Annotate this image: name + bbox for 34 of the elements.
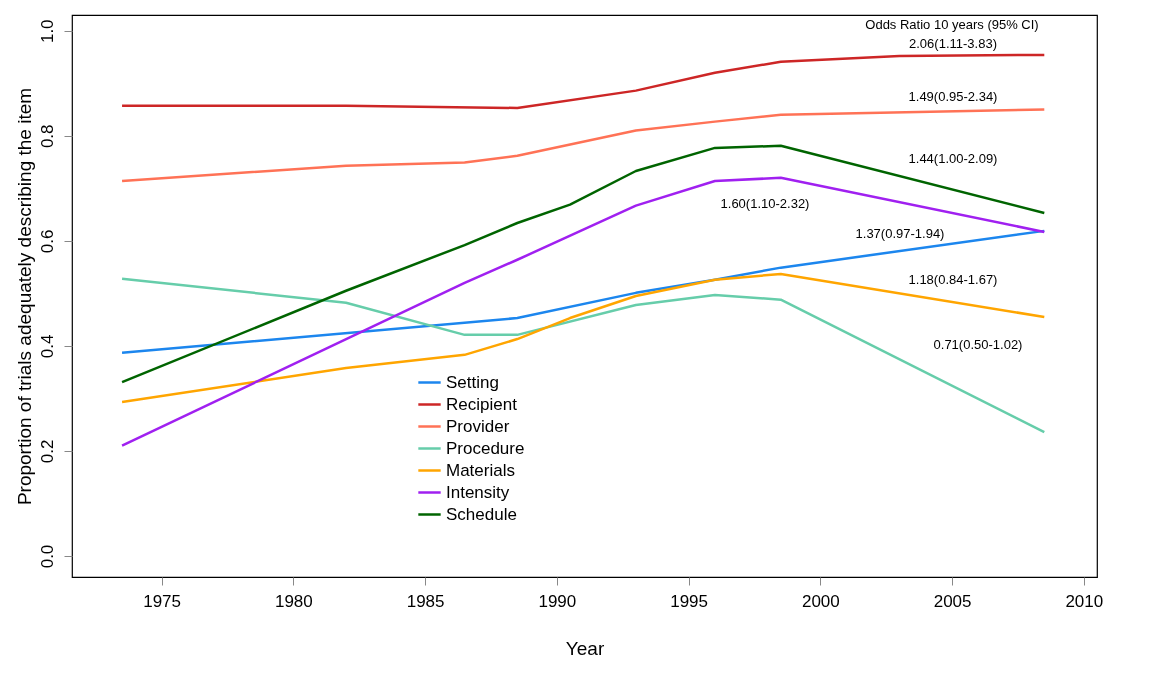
legend-label: Schedule [446,504,517,524]
annotation: Odds Ratio 10 years (95% CI) [865,17,1039,32]
x-tick-label: 1975 [143,591,181,611]
x-tick-label: 2005 [933,591,972,611]
y-tick-label: 1.0 [37,19,57,44]
y-tick-label: 0.0 [37,544,57,569]
y-tick-label: 0.2 [37,439,57,464]
x-tick-label: 2000 [801,591,840,611]
legend-label: Recipient [446,394,518,414]
x-tick-label: 1995 [670,591,708,611]
annotation: 1.44(1.00-2.09) [908,151,998,166]
annotation: 0.71(0.50-1.02) [933,337,1023,352]
line-series [120,53,1046,110]
annotation: 1.60(1.10-2.32) [720,196,810,211]
legend-label: Procedure [446,438,525,458]
y-axis-title: Proportion of trials adequately describing the item [13,87,35,506]
legend-label: Provider [446,416,510,436]
line-series [120,108,1046,183]
legend-label: Setting [446,372,499,392]
y-tick-label: 0.8 [37,124,57,149]
y-tick-label: 0.4 [37,334,57,359]
legend-label: Intensity [446,482,510,502]
x-tick-label: 2010 [1065,591,1104,611]
legend-label: Materials [446,460,515,480]
x-tick-label: 1990 [538,591,577,611]
x-tick-label: 1980 [274,591,313,611]
x-axis-title: Year [565,637,605,659]
annotation: 1.18(0.84-1.67) [908,272,998,287]
y-tick-label: 0.6 [37,229,57,254]
x-tick-label: 1985 [406,591,445,611]
annotation: 2.06(1.11-3.83) [909,36,997,51]
line-series [120,277,1046,434]
annotation: 1.37(0.97-1.94) [855,226,945,241]
annotation: 1.49(0.95-2.34) [908,89,998,104]
